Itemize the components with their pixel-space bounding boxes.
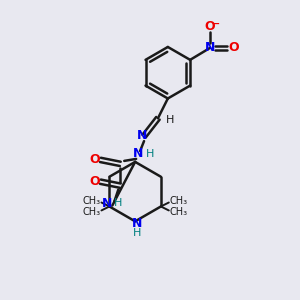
Text: CH₃: CH₃ xyxy=(169,207,188,218)
Text: −: − xyxy=(212,19,220,29)
Text: O: O xyxy=(228,41,239,55)
Text: N: N xyxy=(137,129,147,142)
Text: CH₃: CH₃ xyxy=(82,207,100,218)
Text: O: O xyxy=(205,20,215,33)
Text: N: N xyxy=(102,197,112,210)
Text: H: H xyxy=(114,199,122,208)
Text: CH₃: CH₃ xyxy=(169,196,188,206)
Text: CH₃: CH₃ xyxy=(82,196,100,206)
Text: H: H xyxy=(133,228,141,238)
Text: O: O xyxy=(89,153,100,167)
Text: H: H xyxy=(166,115,174,125)
Text: O: O xyxy=(89,175,100,188)
Text: H: H xyxy=(146,149,154,159)
Text: N: N xyxy=(133,148,143,160)
Text: N: N xyxy=(205,41,215,55)
Text: N: N xyxy=(132,217,142,230)
